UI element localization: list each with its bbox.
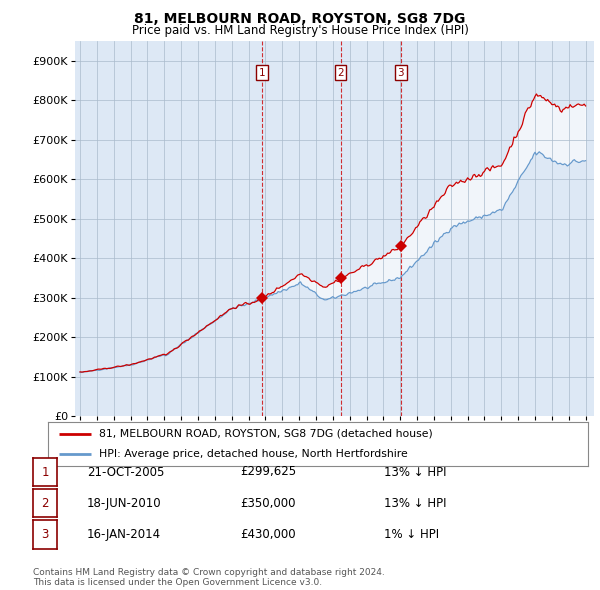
- Text: Price paid vs. HM Land Registry's House Price Index (HPI): Price paid vs. HM Land Registry's House …: [131, 24, 469, 37]
- Text: £430,000: £430,000: [240, 528, 296, 541]
- Text: £350,000: £350,000: [240, 497, 296, 510]
- Text: Contains HM Land Registry data © Crown copyright and database right 2024.
This d: Contains HM Land Registry data © Crown c…: [33, 568, 385, 587]
- Text: £299,625: £299,625: [240, 466, 296, 478]
- Text: 21-OCT-2005: 21-OCT-2005: [87, 466, 164, 478]
- Text: 16-JAN-2014: 16-JAN-2014: [87, 528, 161, 541]
- Text: 81, MELBOURN ROAD, ROYSTON, SG8 7DG (detached house): 81, MELBOURN ROAD, ROYSTON, SG8 7DG (det…: [100, 429, 433, 439]
- Text: 13% ↓ HPI: 13% ↓ HPI: [384, 466, 446, 478]
- Text: 3: 3: [41, 528, 49, 541]
- Text: HPI: Average price, detached house, North Hertfordshire: HPI: Average price, detached house, Nort…: [100, 449, 408, 459]
- Text: 1: 1: [41, 466, 49, 478]
- Text: 1% ↓ HPI: 1% ↓ HPI: [384, 528, 439, 541]
- Text: 18-JUN-2010: 18-JUN-2010: [87, 497, 161, 510]
- Text: 13% ↓ HPI: 13% ↓ HPI: [384, 497, 446, 510]
- Text: 2: 2: [41, 497, 49, 510]
- Text: 3: 3: [398, 68, 404, 78]
- Text: 2: 2: [337, 68, 344, 78]
- Text: 1: 1: [259, 68, 266, 78]
- Text: 81, MELBOURN ROAD, ROYSTON, SG8 7DG: 81, MELBOURN ROAD, ROYSTON, SG8 7DG: [134, 12, 466, 26]
